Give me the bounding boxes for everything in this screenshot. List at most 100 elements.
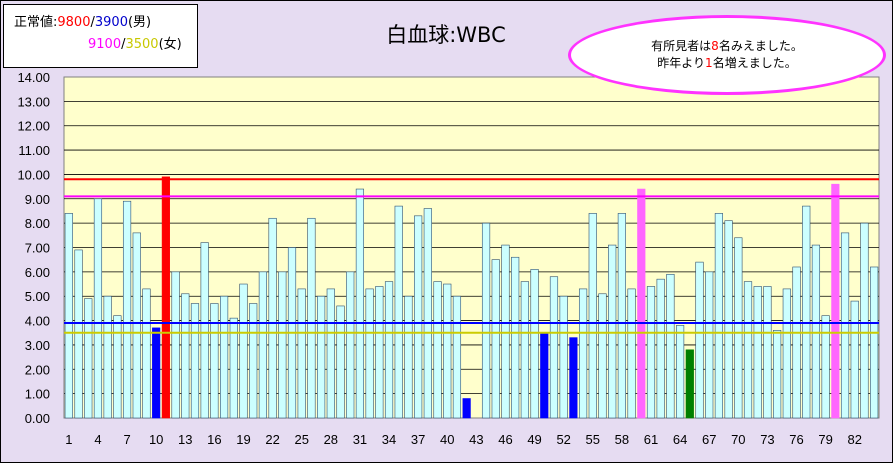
- y-tick-label: 8.00: [25, 216, 50, 231]
- bar: [676, 325, 685, 419]
- legend-female-row: 9100/3500(女): [88, 35, 182, 55]
- bar: [695, 261, 704, 419]
- gridlines: [64, 100, 879, 395]
- bar: [355, 188, 365, 419]
- x-tick-label: 19: [236, 432, 250, 447]
- bar: [414, 215, 423, 419]
- bar: [782, 288, 791, 419]
- bar: [540, 332, 549, 419]
- x-tick-label: 7: [123, 432, 130, 447]
- bar: [132, 232, 141, 419]
- bar: [336, 305, 345, 419]
- y-tick-label: 6.00: [25, 265, 50, 280]
- bar: [481, 222, 491, 419]
- bar: [258, 271, 267, 419]
- callout-increase: 1: [705, 56, 713, 70]
- bar: [811, 244, 821, 419]
- bar: [268, 217, 277, 419]
- bar: [346, 271, 355, 419]
- bar: [64, 213, 73, 419]
- x-tick-label: 16: [207, 432, 221, 447]
- bars: [64, 176, 879, 419]
- bar: [404, 295, 413, 419]
- bar: [229, 317, 238, 419]
- x-tick-label: 67: [702, 432, 716, 447]
- callout-text: 名みえました。: [718, 39, 803, 53]
- y-tick-label: 10.00: [17, 167, 50, 182]
- callout-line-1: 有所見者は8名みえました。: [571, 38, 883, 55]
- x-tick-label: 34: [382, 432, 396, 447]
- legend-female-tag: (女): [158, 37, 182, 52]
- bar: [297, 288, 306, 419]
- bar: [384, 281, 394, 419]
- bar: [802, 205, 811, 419]
- x-tick-label: 49: [527, 432, 541, 447]
- bar: [753, 286, 762, 419]
- callout-text: 昨年より: [657, 56, 706, 70]
- y-axis: 0.00 1.00 2.00 3.00 4.00 5.00 6.00 7.00 8.00 9.00…: [17, 70, 50, 426]
- bar: [792, 266, 801, 419]
- y-tick-label: 3.00: [25, 338, 50, 353]
- bar: [501, 244, 510, 419]
- x-tick-label: 37: [411, 432, 425, 447]
- bar: [860, 222, 869, 419]
- bar: [637, 188, 646, 419]
- bar: [617, 213, 626, 419]
- bar: [705, 271, 714, 419]
- bar: [646, 286, 656, 419]
- bar: [773, 330, 782, 419]
- bar: [870, 266, 879, 419]
- normal-range-legend: 正常値:9800/3900(男) 9100/3500(女): [3, 4, 198, 68]
- bar: [113, 315, 122, 419]
- bar: [588, 213, 597, 419]
- bar: [239, 283, 248, 419]
- x-tick-label: 10: [149, 432, 163, 447]
- x-tick-label: 4: [94, 432, 101, 447]
- callout-count: 8: [711, 39, 719, 53]
- bar: [171, 271, 180, 419]
- bar: [200, 242, 209, 419]
- bar: [278, 271, 287, 419]
- bar: [326, 288, 335, 419]
- bar: [365, 288, 374, 419]
- callout-text: 有所見者は: [651, 39, 712, 53]
- bar: [375, 286, 384, 419]
- legend-male-upper: 9800: [57, 15, 91, 30]
- x-tick-label: 61: [644, 432, 658, 447]
- y-tick-label: 5.00: [25, 289, 50, 304]
- bar: [84, 298, 93, 419]
- bar: [831, 183, 840, 419]
- bar: [394, 205, 403, 419]
- x-tick-label: 73: [760, 432, 774, 447]
- x-tick-label: 25: [294, 432, 308, 447]
- bar: [462, 398, 471, 419]
- bar: [491, 259, 500, 419]
- x-tick-label: 22: [265, 432, 279, 447]
- bar: [734, 237, 743, 419]
- x-tick-label: 1: [65, 432, 72, 447]
- x-tick-label: 28: [324, 432, 338, 447]
- bar: [142, 288, 151, 419]
- y-tick-label: 9.00: [25, 192, 50, 207]
- bar: [685, 349, 694, 419]
- bar: [743, 281, 753, 419]
- x-tick-label: 70: [731, 432, 745, 447]
- legend-slash-female: /: [121, 37, 126, 52]
- reference-lines: [64, 178, 879, 334]
- bar: [511, 256, 520, 419]
- x-tick-label: 52: [556, 432, 570, 447]
- bar: [724, 220, 733, 419]
- legend-male-tag: (男): [127, 15, 152, 30]
- bar: [423, 208, 432, 419]
- bar: [608, 244, 617, 419]
- y-tick-label: 12.00: [17, 119, 50, 134]
- bar: [627, 288, 636, 419]
- bar: [666, 273, 675, 419]
- bar: [317, 295, 326, 419]
- findings-callout: 有所見者は8名みえました。 昨年より1名増えました。: [568, 15, 886, 95]
- bar: [74, 249, 83, 419]
- bar: [433, 281, 442, 419]
- bar: [249, 303, 258, 419]
